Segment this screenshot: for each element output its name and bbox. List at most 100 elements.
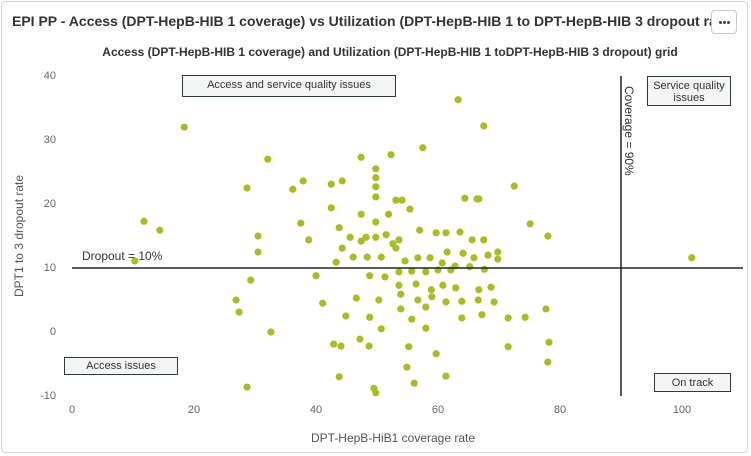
data-point [494, 255, 502, 263]
data-point [438, 259, 446, 267]
data-point [419, 144, 427, 152]
data-point [403, 363, 411, 371]
data-point [387, 151, 395, 159]
data-point [349, 253, 357, 261]
data-point [366, 313, 374, 321]
data-point [338, 244, 346, 252]
data-point [428, 293, 436, 301]
data-point [405, 343, 413, 351]
data-point [494, 248, 502, 256]
data-point [466, 263, 474, 271]
data-point [381, 273, 389, 281]
annotation-box: Service quality issues [647, 76, 731, 106]
data-point [180, 123, 188, 131]
data-point [439, 281, 447, 289]
reference-label: Coverage = 90% [622, 86, 636, 176]
data-point [412, 280, 420, 288]
data-point [254, 248, 262, 256]
data-point [480, 265, 488, 273]
data-point [247, 276, 255, 284]
data-point [458, 314, 466, 322]
data-point [504, 314, 512, 322]
data-point [363, 253, 371, 261]
data-point [443, 248, 451, 256]
data-point [487, 283, 495, 291]
x-tick-label: 80 [554, 404, 566, 416]
data-point [330, 340, 338, 348]
data-point [254, 232, 262, 240]
data-point [232, 296, 240, 304]
data-point [289, 185, 297, 193]
data-point [332, 258, 340, 266]
data-point [422, 324, 430, 332]
data-point [352, 294, 360, 302]
y-axis-title: DPT1 to 3 dropout rate [12, 175, 26, 297]
data-point [442, 298, 450, 306]
more-options-button[interactable] [711, 10, 737, 34]
data-point [131, 257, 139, 265]
data-point [510, 182, 518, 190]
data-point [542, 305, 550, 313]
data-point [362, 233, 370, 241]
x-tick-label: 100 [673, 404, 691, 416]
data-point [357, 210, 365, 218]
data-point [480, 122, 488, 130]
data-point [414, 296, 422, 304]
chart-title: Access (DPT-HepB-HIB 1 coverage) and Uti… [102, 45, 677, 59]
data-point [406, 205, 414, 213]
data-point [395, 281, 403, 289]
data-point [454, 96, 462, 104]
data-point [432, 350, 440, 358]
data-point [478, 311, 486, 319]
data-point [475, 195, 483, 203]
data-point [264, 155, 272, 163]
data-point [398, 196, 406, 204]
data-point [377, 325, 385, 333]
data-point [442, 229, 450, 237]
data-point [372, 193, 380, 201]
data-point [427, 286, 435, 294]
dot [723, 21, 726, 24]
data-point [335, 373, 343, 381]
data-point [392, 196, 400, 204]
data-point [156, 226, 164, 234]
data-point [299, 177, 307, 185]
data-point [458, 297, 466, 305]
data-point [382, 231, 390, 239]
data-point [312, 272, 320, 280]
data-point [545, 338, 553, 346]
data-point [372, 233, 380, 241]
data-point [319, 299, 327, 307]
data-point [305, 236, 313, 244]
data-point [426, 254, 434, 262]
data-point [327, 180, 335, 188]
data-point [395, 236, 403, 244]
data-point [432, 229, 440, 237]
data-point [243, 184, 251, 192]
data-point [521, 313, 529, 321]
y-tick-label: 40 [44, 70, 56, 82]
data-point [526, 220, 534, 228]
data-point [267, 328, 275, 336]
data-point [384, 210, 393, 218]
data-point [370, 384, 378, 392]
data-point [357, 153, 365, 161]
data-point [243, 383, 251, 391]
data-point [456, 228, 464, 236]
data-point [366, 272, 374, 280]
data-point [235, 308, 243, 316]
x-tick-label: 60 [432, 404, 444, 416]
data-point [408, 267, 416, 275]
annotation-box: Access and service quality issues [182, 75, 396, 97]
annotation-box: Access issues [64, 357, 178, 375]
data-point [544, 358, 552, 366]
data-point [544, 232, 552, 240]
data-point [365, 342, 373, 350]
data-point [459, 249, 467, 257]
data-point [490, 298, 498, 306]
data-point [470, 254, 478, 262]
x-tick-label: 20 [188, 404, 200, 416]
annotation-box: On track [654, 373, 731, 392]
